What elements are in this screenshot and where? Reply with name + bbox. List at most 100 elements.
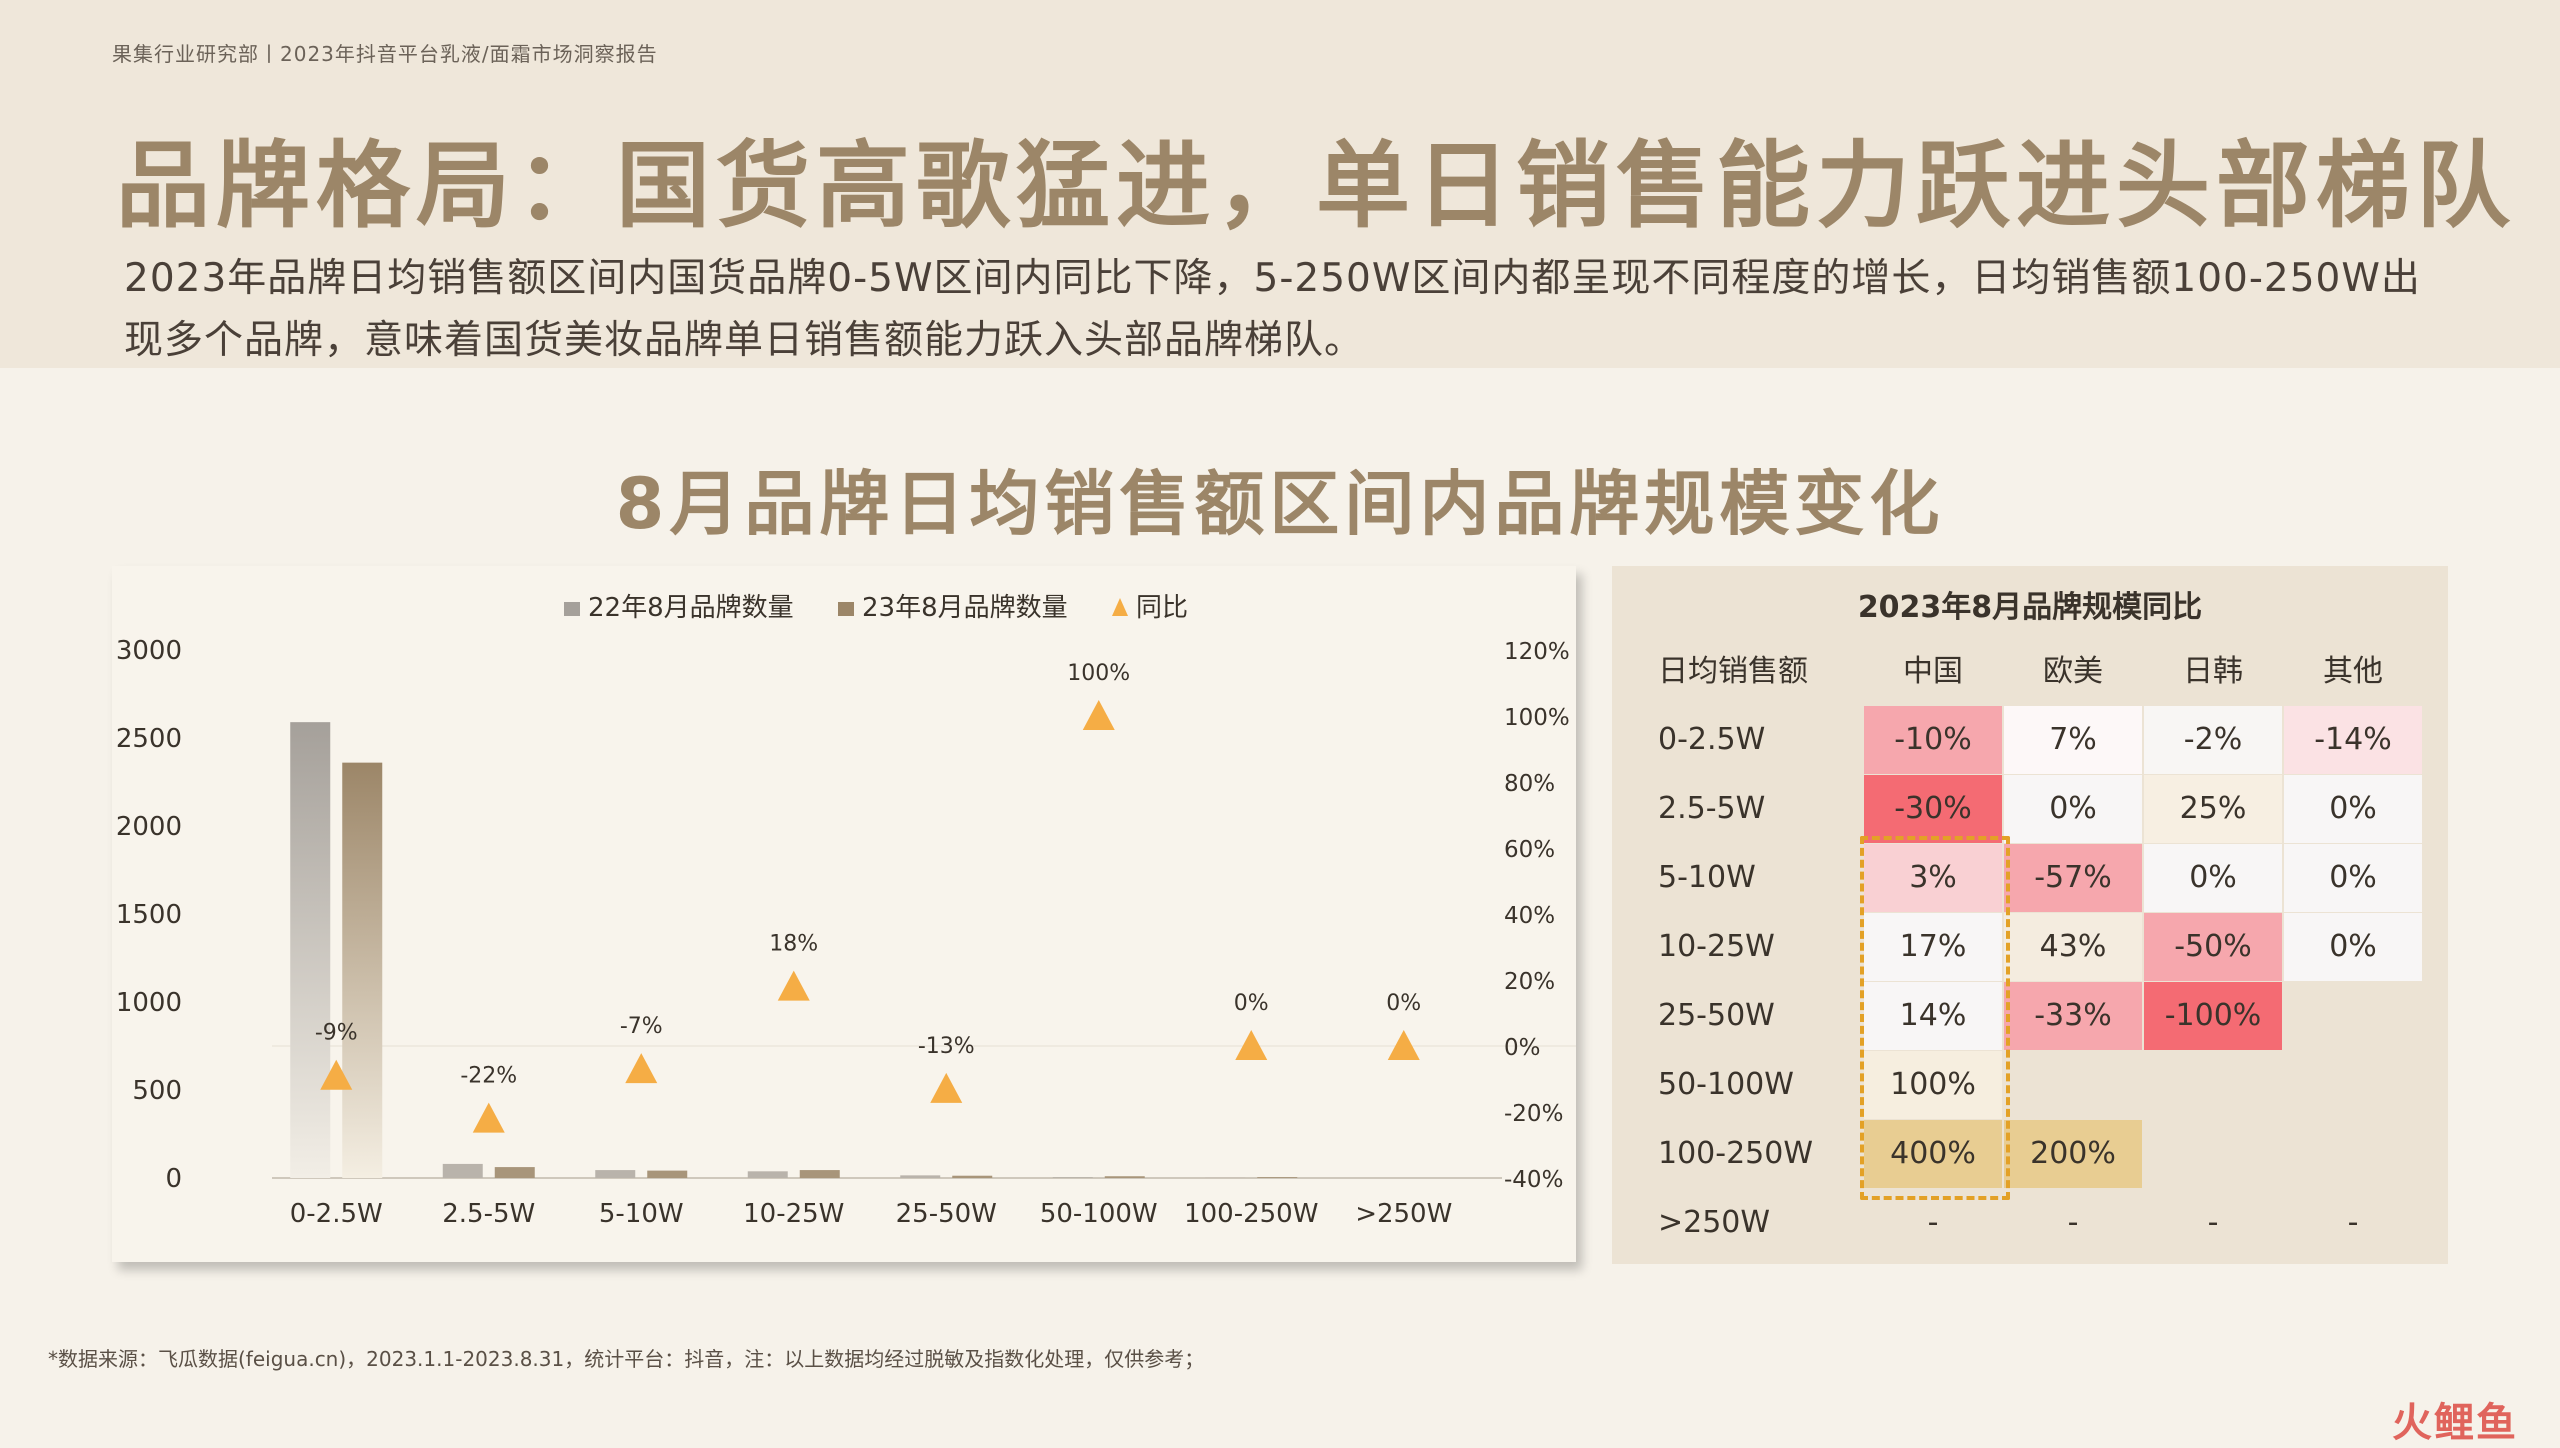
x-tick-label: 50-100W [1040,1199,1158,1229]
heatmap-cell [2144,1051,2282,1119]
heatmap-row-label: >250W [1658,1189,1858,1257]
y-right-tick: 120% [1504,639,1570,665]
yoy-data-label: 100% [1067,661,1130,686]
chart-title: 8月品牌日均销售额区间内品牌规模变化 [0,448,2560,549]
bar-2022 [748,1171,788,1178]
legend-label: 同比 [1136,593,1188,623]
heatmap-cell: 43% [2004,913,2142,981]
heatmap-header-row: 日均销售额中国欧美日韩其他 [1612,638,2448,706]
heatmap-row: 2.5-5W-30%0%25%0% [1612,775,2448,843]
heatmap-cell: 0% [2004,775,2142,843]
heatmap-column-header: 日韩 [2144,638,2282,706]
heatmap-cell [2284,1120,2422,1188]
bar-2023 [342,763,382,1178]
heatmap-cell: 0% [2284,844,2422,912]
heatmap-cell [2284,982,2422,1050]
bar-2023 [1105,1176,1145,1178]
heatmap-cell: 25% [2144,775,2282,843]
yoy-marker [1388,1030,1420,1060]
heatmap-row-label: 5-10W [1658,844,1858,912]
yoy-marker [473,1103,505,1133]
footnote: *数据来源：飞瓜数据(feigua.cn)，2023.1.1-2023.8.31… [48,1343,1204,1372]
y-left-tick: 0 [165,1164,182,1194]
heatmap-cell: -30% [1864,775,2002,843]
y-left-tick: 1500 [116,900,182,930]
y-right-tick: -20% [1504,1101,1563,1127]
heatmap-row-label: 100-250W [1658,1120,1858,1188]
heatmap-row-header: 日均销售额 [1658,638,1858,706]
yoy-data-label: 0% [1386,991,1421,1016]
heatmap-cell: - [2144,1189,2282,1257]
bar-2022 [1053,1177,1093,1178]
y-right-tick: 0% [1504,1035,1541,1061]
y-right-tick: 60% [1504,837,1555,863]
heatmap-cell: 0% [2144,844,2282,912]
heatmap-cell: 0% [2284,913,2422,981]
yoy-data-label: -13% [918,1034,975,1059]
heatmap-cell: 200% [2004,1120,2142,1188]
highlight-box [1860,836,2010,1200]
heatmap-cell: -10% [1864,706,2002,774]
heatmap-cell: 7% [2004,706,2142,774]
yoy-marker [930,1073,962,1103]
bar-2022 [595,1170,635,1178]
bar-2023 [1257,1177,1297,1178]
heatmap-row-label: 25-50W [1658,982,1858,1050]
heatmap-row-label: 0-2.5W [1658,706,1858,774]
heatmap-cell: -57% [2004,844,2142,912]
x-tick-label: >250W [1355,1199,1452,1229]
yoy-data-label: -9% [315,1021,358,1046]
legend-swatch [838,602,854,616]
heatmap-cell [2144,1120,2282,1188]
yoy-data-label: 18% [769,932,818,957]
heatmap-cell: -33% [2004,982,2142,1050]
x-tick-label: 100-250W [1184,1199,1318,1229]
yoy-marker [778,971,810,1001]
y-left-tick: 3000 [116,636,182,666]
heatmap-title: 2023年8月品牌规模同比 [1612,582,2448,626]
y-right-tick: 20% [1504,969,1555,995]
x-tick-label: 10-25W [743,1199,844,1229]
y-left-tick: 500 [132,1076,182,1106]
heatmap-row-label: 10-25W [1658,913,1858,981]
x-tick-label: 25-50W [896,1199,997,1229]
heatmap-cell [2004,1051,2142,1119]
page-title: 品牌格局：国货高歌猛进，单日销售能力跃进头部梯队 [116,110,2516,246]
yoy-data-label: 0% [1234,991,1269,1016]
y-right-tick: 100% [1504,705,1570,731]
bar-2023 [647,1171,687,1178]
heatmap-cell: -50% [2144,913,2282,981]
heatmap-row: >250W---- [1612,1189,2448,1257]
yoy-marker [625,1053,657,1083]
bar-2022 [900,1175,940,1178]
bar-2023 [952,1176,992,1178]
heatmap-cell: 0% [2284,775,2422,843]
breadcrumb: 果集行业研究部丨2023年抖音平台乳液/面霜市场洞察报告 [112,38,658,67]
page-subtitle: 2023年品牌日均销售额区间内国货品牌0-5W区间内同比下降，5-250W区间内… [124,248,2454,372]
heatmap-column-header: 欧美 [2004,638,2142,706]
bar-chart: 050010001500200025003000-40%-20%0%20%40%… [112,566,1576,1262]
heatmap-row-label: 50-100W [1658,1051,1858,1119]
bar-2023 [800,1170,840,1178]
heatmap-cell: -2% [2144,706,2282,774]
legend-swatch [1112,598,1128,616]
heatmap-row: 0-2.5W-10%7%-2%-14% [1612,706,2448,774]
x-tick-label: 2.5-5W [442,1199,535,1229]
heatmap-column-header: 中国 [1864,638,2002,706]
yoy-marker [1083,700,1115,730]
logo: 火鲤鱼 [2392,1390,2518,1448]
bar-2022 [290,722,330,1178]
heatmap-cell [2284,1051,2422,1119]
legend-label: 22年8月品牌数量 [588,593,794,623]
legend-label: 23年8月品牌数量 [862,593,1068,623]
heatmap-column-header: 其他 [2284,638,2422,706]
y-left-tick: 2000 [116,812,182,842]
yoy-data-label: -7% [620,1014,663,1039]
